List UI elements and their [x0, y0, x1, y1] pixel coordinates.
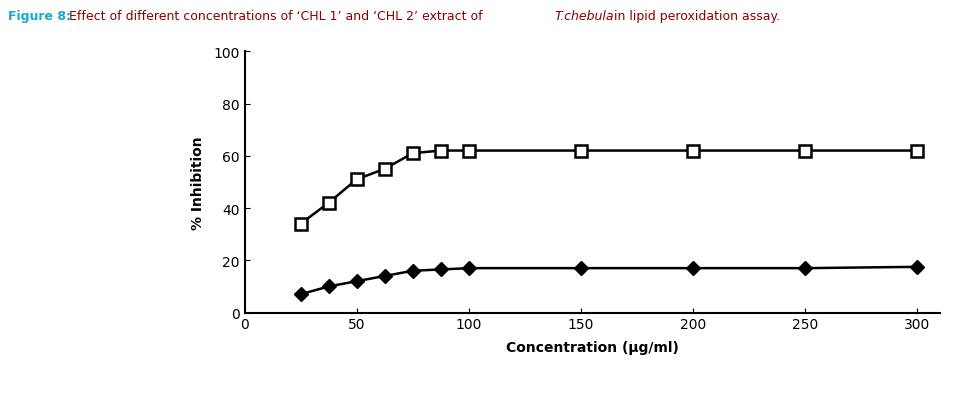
- Text: Effect of different concentrations of ‘CHL 1’ and ‘CHL 2’ extract of: Effect of different concentrations of ‘C…: [65, 10, 487, 23]
- X-axis label: Concentration (μg/ml): Concentration (μg/ml): [505, 340, 679, 354]
- Text: T.chebula: T.chebula: [554, 10, 614, 23]
- Text: Figure 8:: Figure 8:: [8, 10, 71, 23]
- Text: in lipid peroxidation assay.: in lipid peroxidation assay.: [610, 10, 780, 23]
- Y-axis label: % Inhibition: % Inhibition: [191, 136, 205, 229]
